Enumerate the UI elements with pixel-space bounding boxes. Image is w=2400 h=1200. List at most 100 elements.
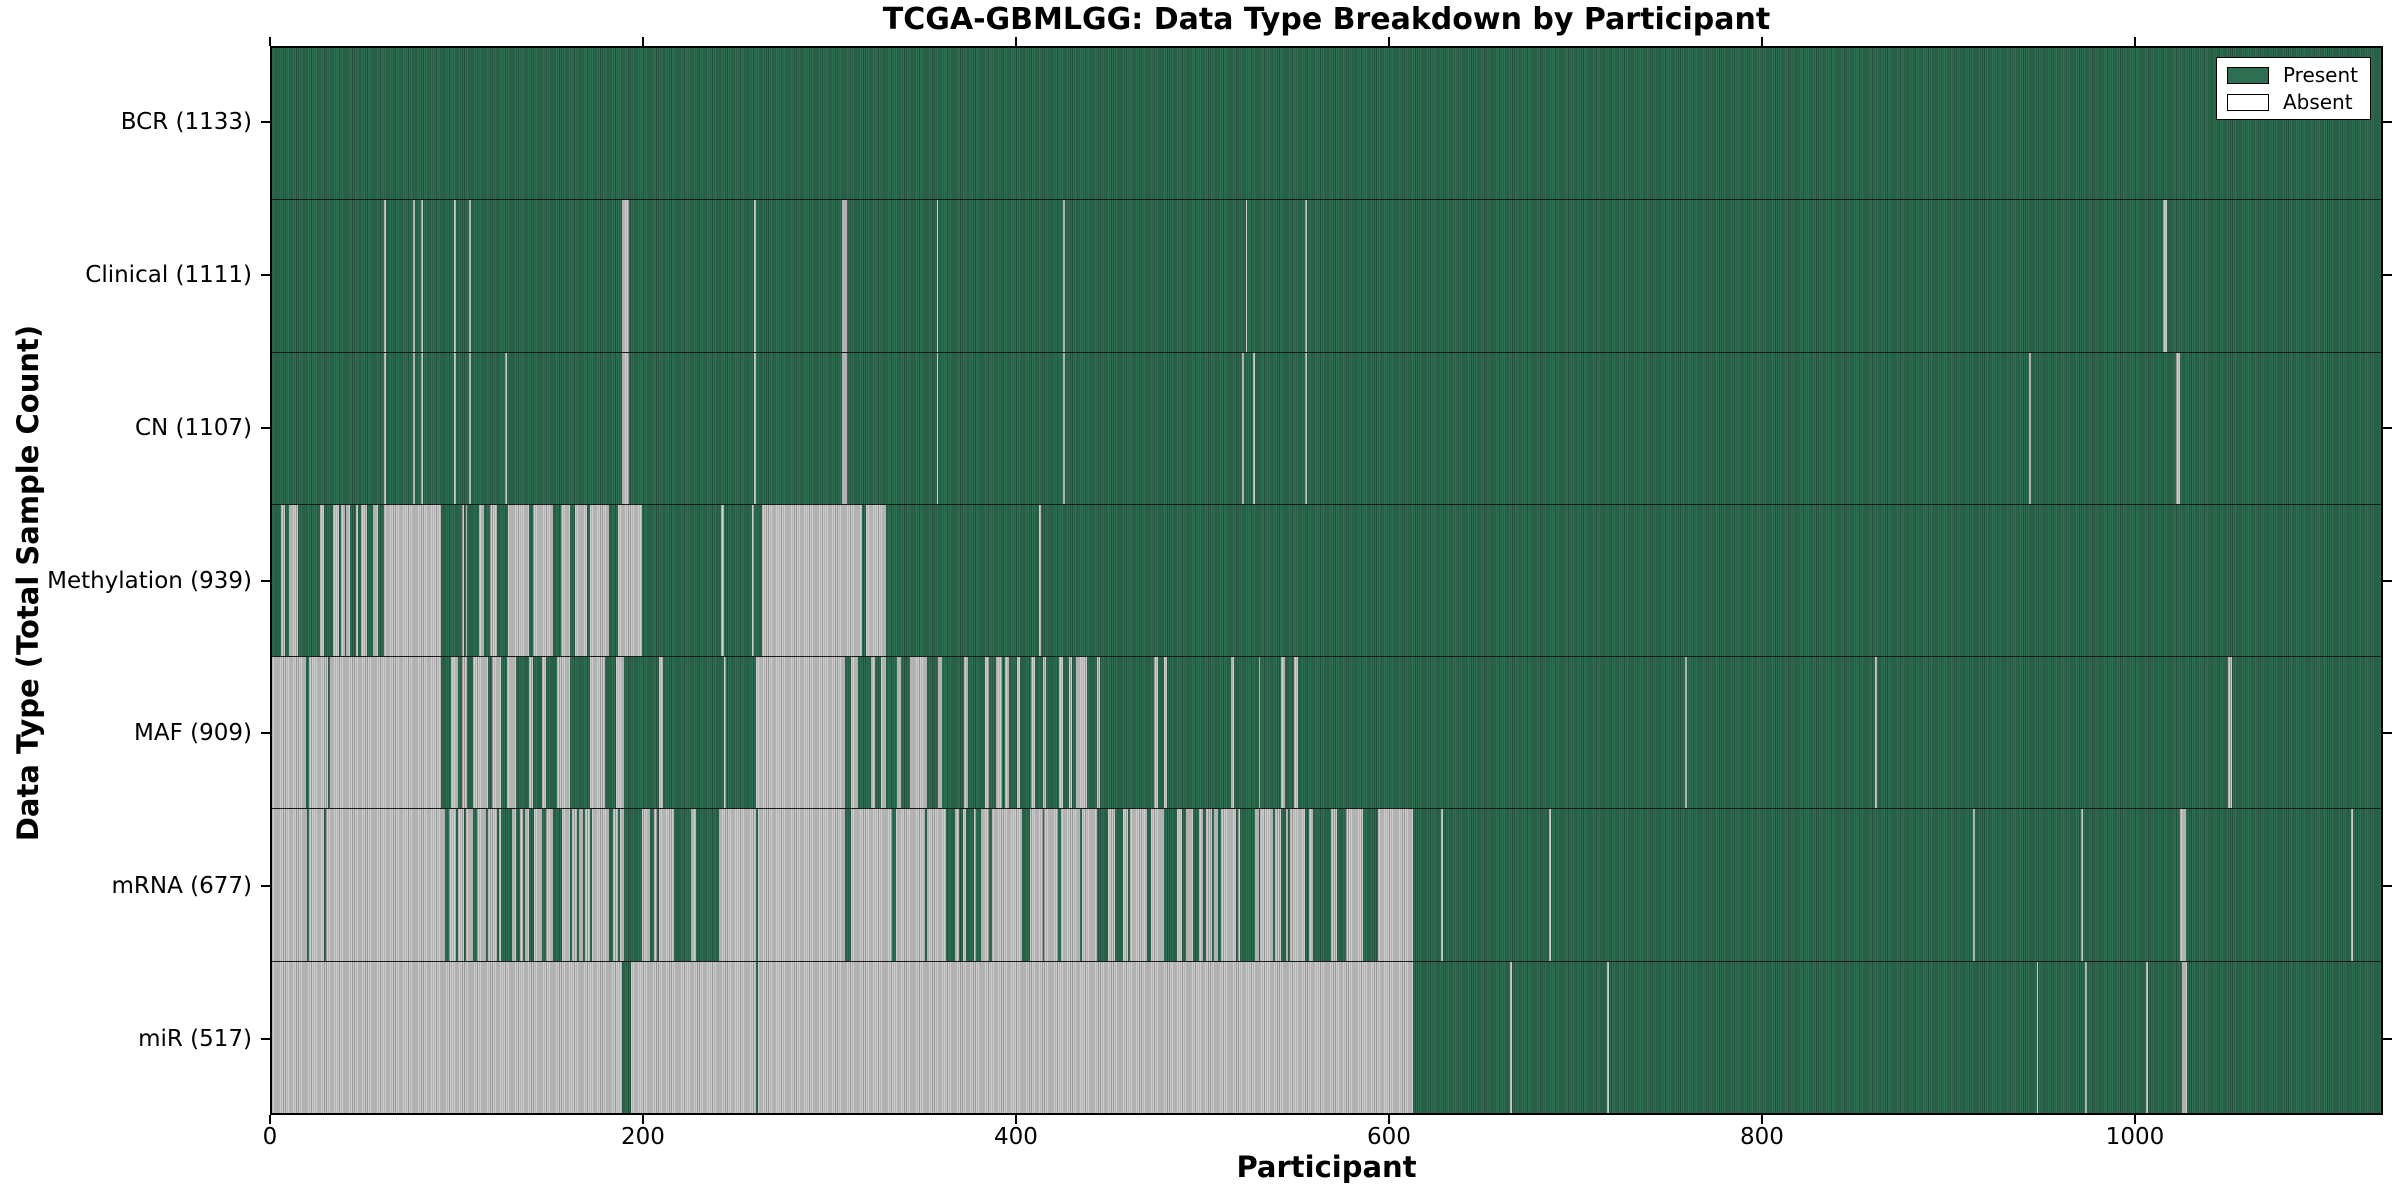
absent-band (506, 657, 516, 809)
y-tick-label-Clinical: Clinical (1111) (85, 262, 252, 289)
absent-band (1061, 809, 1080, 961)
absent-band (333, 504, 339, 657)
absent-band (489, 504, 498, 657)
heatmap-row-MAF (272, 657, 2381, 810)
absent-band (1548, 809, 1551, 961)
absent-band (2179, 809, 2186, 961)
absent-band (1059, 657, 1064, 809)
absent-band (504, 352, 507, 504)
absent-band (1107, 809, 1116, 961)
absent-band (724, 657, 727, 809)
absent-band (1176, 809, 1183, 961)
absent-band (465, 809, 474, 961)
absent-band (499, 809, 501, 961)
absent-band (897, 657, 902, 809)
absent-band (1150, 809, 1164, 961)
absent-band (2351, 809, 2354, 961)
absent-band (1308, 809, 1313, 961)
absent-band (420, 352, 423, 504)
absent-band (1185, 809, 1194, 961)
absent-band (1154, 657, 1159, 809)
absent-band (1509, 961, 1512, 1113)
absent-band (690, 809, 697, 961)
y-tick (261, 426, 270, 429)
absent-band (590, 657, 606, 809)
absent-band (984, 657, 989, 809)
absent-band (1076, 657, 1088, 809)
absent-band (383, 200, 386, 352)
absent-band (1241, 352, 1244, 504)
absent-band (1230, 657, 1235, 809)
absent-band (992, 809, 1023, 961)
absent-band (761, 504, 863, 657)
absent-band (1130, 809, 1147, 961)
absent-band (2146, 961, 2149, 1113)
x-tick (1760, 37, 1763, 46)
absent-band (1260, 809, 1274, 961)
y-tick (261, 732, 270, 735)
absent-band (936, 200, 939, 352)
absent-band (2228, 657, 2233, 809)
x-tick-label: 200 (621, 1124, 665, 1150)
absent-band (927, 809, 946, 961)
absent-band (1005, 657, 1010, 809)
y-tick-label-MAF: MAF (909) (134, 720, 252, 747)
absent-band (556, 657, 570, 809)
x-tick (641, 1115, 644, 1124)
absent-band (757, 961, 1414, 1113)
absent-band (545, 809, 554, 961)
absent-band (955, 809, 959, 961)
absent-band (469, 200, 472, 352)
heatmap-row-BCR (272, 48, 2381, 201)
absent-band (1874, 657, 1877, 809)
absent-band (1163, 657, 1168, 809)
absent-band (757, 809, 846, 961)
absent-band (1305, 352, 1307, 504)
absent-band (1252, 352, 1255, 504)
heatmap-row-miR (272, 961, 2381, 1113)
x-tick (1387, 1115, 1390, 1124)
absent-band (981, 809, 989, 961)
y-tick-label-BCR: BCR (1133) (120, 109, 252, 136)
plot-area: Present Absent (270, 46, 2383, 1115)
absent-band (1973, 809, 1976, 961)
y-tick (261, 579, 270, 582)
x-tick (1760, 1115, 1763, 1124)
absent-band (2029, 352, 2032, 504)
absent-band (1042, 657, 1047, 809)
absent-band (534, 809, 542, 961)
legend-label: Present (2282, 63, 2358, 87)
legend-swatch-absent (2226, 93, 2269, 111)
absent-band (880, 657, 887, 809)
absent-band (1198, 809, 1203, 961)
heatmap-rows (272, 48, 2381, 1113)
y-tick (261, 884, 270, 887)
absent-band (936, 352, 939, 504)
absent-band (1280, 657, 1285, 809)
absent-band (465, 504, 468, 657)
absent-band (383, 504, 442, 657)
x-tick-label: 0 (262, 1124, 278, 1150)
absent-band (309, 657, 328, 809)
legend-item-present: Present (2226, 63, 2358, 87)
y-tick-label-CN: CN (1107) (134, 414, 252, 441)
absent-band (910, 657, 928, 809)
absent-band (1221, 809, 1237, 961)
absent-band (1081, 809, 1097, 961)
absent-band (2163, 200, 2167, 352)
x-tick (1387, 37, 1390, 46)
absent-band (1063, 200, 1065, 352)
absent-band (996, 657, 1002, 809)
absent-band (1038, 504, 1041, 657)
absent-band (659, 657, 663, 809)
absent-band (621, 200, 630, 352)
absent-band (272, 657, 306, 809)
absent-band (871, 657, 876, 809)
y-tick (2383, 884, 2392, 887)
absent-band (621, 352, 630, 504)
absent-band (1029, 809, 1043, 961)
absent-band (752, 504, 755, 657)
y-tick (2383, 732, 2392, 735)
absent-band (288, 504, 299, 657)
absent-band (1031, 657, 1036, 809)
